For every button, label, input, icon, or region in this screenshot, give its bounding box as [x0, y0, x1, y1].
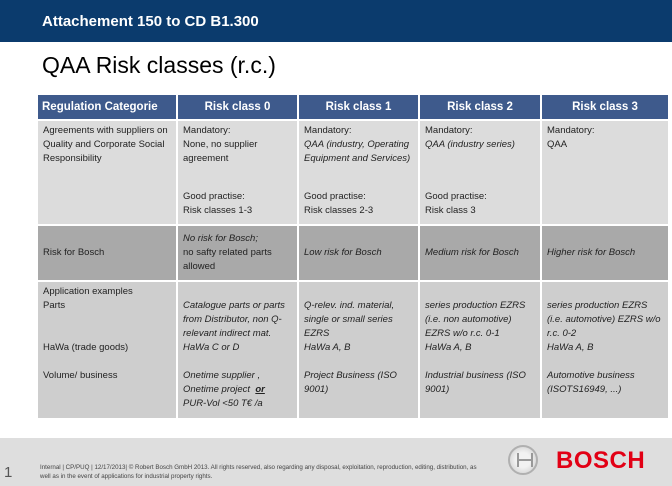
row-label: Application examples Parts HaWa (trade g…	[38, 282, 176, 418]
page-number: 1	[4, 464, 13, 481]
table-cell: No risk for Bosch; no safty related parts…	[178, 226, 297, 282]
row-label: Risk for Bosch	[38, 226, 176, 282]
bosch-logo: BOSCH	[556, 447, 646, 474]
page-title: QAA Risk classes (r.c.)	[42, 52, 276, 78]
legal-notice: Internal | CP/PUQ | 12/17/2013| © Robert…	[40, 464, 477, 480]
bosch-armature-icon	[508, 445, 538, 475]
column-header: Risk class 0	[178, 95, 297, 121]
table-cell: Good practise: Risk classes 2-3	[299, 185, 418, 226]
table-cell: Mandatory: QAA	[542, 121, 668, 185]
table-cell: Good practise: Risk classes 1-3	[178, 185, 297, 226]
table-cell	[542, 185, 668, 226]
attachment-title: Attachement 150 to CD B1.300	[42, 13, 259, 30]
table-cell: Mandatory: QAA (industry series)	[420, 121, 540, 185]
table-cell: series production EZRS (i.e. non automot…	[420, 282, 540, 418]
column-header: Risk class 2	[420, 95, 540, 121]
table-cell: Medium risk for Bosch	[420, 226, 540, 282]
column-header: Risk class 1	[299, 95, 418, 121]
table-cell: Good practise: Risk class 3	[420, 185, 540, 226]
table-cell: Mandatory: None, no supplier agreement	[178, 121, 297, 185]
table-row-good-practise: Good practise: Risk classes 1-3 Good prac…	[38, 185, 668, 226]
table-cell: Higher risk for Bosch	[542, 226, 668, 282]
table-cell: Catalogue parts or parts from Distributo…	[178, 282, 297, 418]
table-cell: Low risk for Bosch	[299, 226, 418, 282]
table-row-agreements: Agreements with suppliers on Quality and…	[38, 121, 668, 226]
risk-class-table: Regulation Categorie Risk class 0 Risk c…	[36, 95, 670, 418]
column-header: Regulation Categorie	[38, 95, 176, 121]
column-header: Risk class 3	[542, 95, 668, 121]
footer-band	[0, 438, 672, 486]
top-banner: Attachement 150 to CD B1.300	[0, 0, 672, 42]
table-cell: series production EZRS (i.e. automotive)…	[542, 282, 668, 418]
table-row-risk: Risk for Bosch No risk for Bosch; no saft…	[38, 226, 668, 282]
table-row-application: Application examples Parts HaWa (trade g…	[38, 282, 668, 418]
table-cell: Q-relev. ind. material, single or small …	[299, 282, 418, 418]
table-cell: Mandatory: QAA (industry, Operating Equip…	[299, 121, 418, 185]
table-header-row: Regulation Categorie Risk class 0 Risk c…	[38, 95, 668, 121]
row-label: Agreements with suppliers on Quality and…	[38, 121, 176, 226]
